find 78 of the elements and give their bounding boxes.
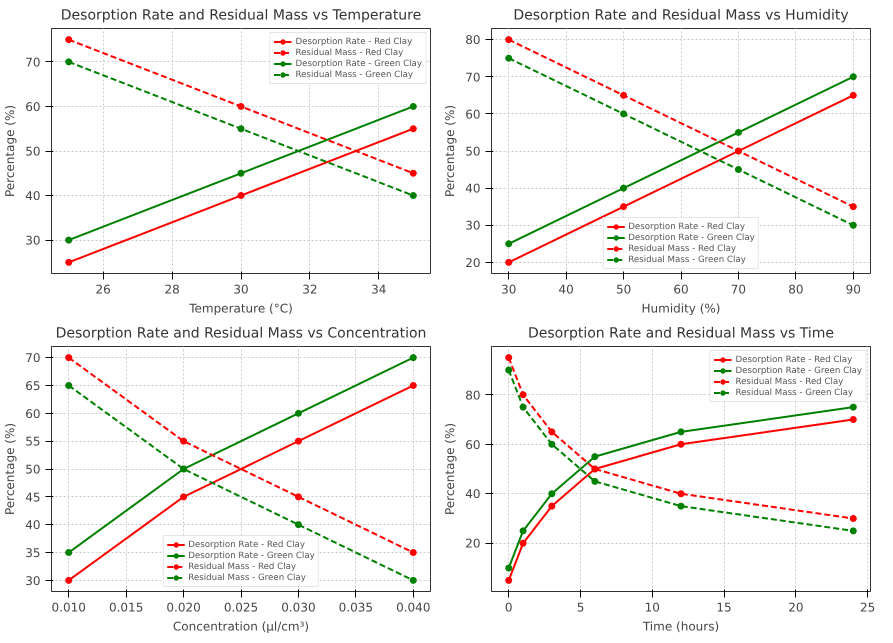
x-tick-label: 0 — [504, 600, 513, 614]
x-tick-label: 0.015 — [108, 600, 144, 614]
legend-label: Desorption Rate - Green Clay — [188, 550, 315, 561]
x-axis-title: Time (hours) — [642, 620, 720, 634]
y-tick-label: 70 — [25, 55, 41, 70]
x-tick-label: 0.040 — [396, 600, 430, 614]
y-tick-label: 40 — [25, 189, 41, 204]
y-tick-label: 40 — [465, 182, 481, 196]
y-axis-title: Percentage (%) — [3, 422, 18, 516]
legend-label: Residual Mass - Red Clay — [735, 376, 844, 387]
y-tick-label: 20 — [465, 256, 481, 270]
y-tick-label: 50 — [465, 144, 481, 158]
y-tick-label: 65 — [25, 378, 41, 393]
x-tick-label: 25 — [860, 600, 876, 614]
x-tick-label: 28 — [164, 282, 180, 296]
legend-label: Residual Mass - Green Clay — [295, 69, 414, 80]
legend-label: Desorption Rate - Red Clay — [628, 221, 745, 232]
y-tick-label: 20 — [465, 536, 481, 551]
y-axis-title: Percentage (%) — [3, 104, 18, 198]
y-tick-label: 50 — [25, 144, 41, 158]
y-axis-title: Percentage (%) — [443, 104, 458, 198]
legend-label: Residual Mass - Green Clay — [188, 572, 306, 583]
x-tick-label: 90 — [846, 282, 861, 296]
legend-label: Residual Mass - Red Clay — [295, 47, 404, 58]
legend-label: Desorption Rate - Red Clay — [295, 36, 412, 47]
legend-label: Residual Mass - Green Clay — [735, 387, 854, 398]
y-tick-label: 60 — [25, 100, 41, 114]
x-tick-label: 0.035 — [338, 600, 374, 614]
legend-label: Residual Mass - Red Clay — [628, 243, 736, 254]
y-tick-label: 60 — [465, 107, 481, 122]
legend-label: Desorption Rate - Green Clay — [295, 58, 422, 69]
x-tick-label: 0.020 — [166, 600, 201, 614]
x-tick-label: 60 — [673, 282, 689, 296]
x-tick-label: 5 — [576, 600, 584, 614]
y-tick-label: 55 — [25, 434, 41, 449]
x-axis-title: Concentration (μl/cm³) — [172, 620, 310, 634]
y-tick-label: 40 — [465, 487, 481, 502]
chart-title: Desorption Rate and Residual Mass vs Temperature — [60, 8, 422, 24]
y-tick-label: 70 — [25, 351, 41, 366]
chart-title: Desorption Rate and Residual Mass vs Humidity — [513, 8, 849, 24]
legend-label: Desorption Rate - Red Clay — [188, 539, 305, 550]
x-tick-label: 30 — [501, 282, 516, 296]
legend-label: Desorption Rate - Red Clay — [735, 354, 852, 365]
x-tick-label: 32 — [302, 282, 318, 296]
x-tick-label: 50 — [616, 282, 632, 296]
x-tick-label: 70 — [730, 282, 746, 296]
x-tick-label: 34 — [371, 282, 386, 296]
y-tick-label: 80 — [465, 33, 481, 48]
chart-title: Desorption Rate and Residual Mass vs Time — [528, 326, 834, 342]
y-tick-label: 30 — [25, 574, 41, 588]
legend-label: Desorption Rate - Green Clay — [628, 232, 755, 243]
y-tick-label: 50 — [25, 462, 41, 476]
x-tick-label: 0.030 — [281, 600, 316, 614]
x-tick-label: 0.025 — [224, 600, 258, 614]
y-tick-label: 40 — [25, 518, 41, 532]
y-tick-label: 70 — [465, 70, 481, 84]
x-axis-title: Humidity (%) — [642, 302, 721, 316]
y-tick-label: 80 — [465, 388, 481, 402]
x-tick-label: 20 — [788, 600, 804, 614]
x-tick-label: 30 — [233, 282, 249, 296]
y-tick-label: 30 — [465, 218, 481, 233]
x-axis-title: Temperature (°C) — [188, 302, 293, 316]
x-tick-label: 0.010 — [52, 600, 86, 614]
x-tick-label: 15 — [716, 600, 732, 614]
legend-label: Residual Mass - Green Clay — [628, 254, 746, 265]
chart-title: Desorption Rate and Residual Mass vs Concentration — [56, 326, 426, 342]
y-tick-label: 35 — [25, 546, 41, 560]
x-tick-label: 10 — [644, 600, 660, 614]
y-tick-label: 45 — [25, 490, 41, 504]
y-tick-label: 30 — [25, 234, 41, 248]
y-axis-title: Percentage (%) — [443, 422, 458, 516]
legend-label: Desorption Rate - Green Clay — [735, 365, 862, 376]
y-tick-label: 60 — [25, 406, 41, 421]
x-tick-label: 80 — [788, 282, 804, 296]
y-tick-label: 60 — [465, 438, 481, 452]
x-tick-label: 40 — [558, 282, 574, 296]
x-tick-label: 26 — [96, 282, 111, 296]
legend-label: Residual Mass - Red Clay — [188, 561, 296, 572]
